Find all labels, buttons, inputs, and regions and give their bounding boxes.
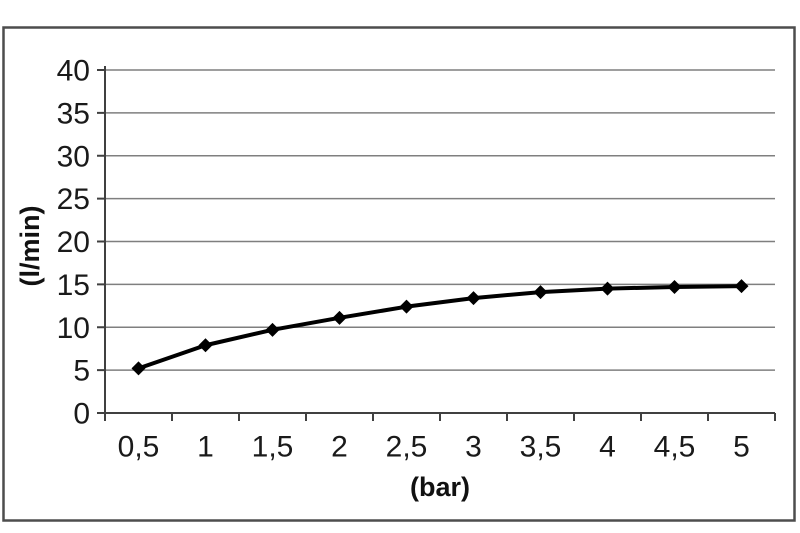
x-tick-label: 1,5 <box>252 431 294 464</box>
y-tick-label: 35 <box>57 97 90 130</box>
x-tick-label: 1 <box>197 431 214 464</box>
x-axis-title: (bar) <box>410 472 470 502</box>
y-tick-labels: 0 5 10 15 20 25 30 35 40 <box>57 55 90 431</box>
x-tick-label: 3 <box>465 431 482 464</box>
x-tick-label: 3,5 <box>520 431 562 464</box>
data-point-marker <box>399 299 414 314</box>
data-point-marker <box>332 310 347 325</box>
y-tick-label: 30 <box>57 140 90 173</box>
outer-frame <box>2 26 796 522</box>
data-point-marker <box>131 361 146 376</box>
x-tick-label: 2,5 <box>386 431 428 464</box>
gridlines <box>105 69 775 371</box>
data-point-marker <box>466 291 481 306</box>
y-tick-label: 10 <box>57 312 90 345</box>
y-tick-label: 5 <box>73 355 90 388</box>
x-tick-label: 4 <box>599 431 616 464</box>
data-point-marker <box>533 285 548 300</box>
data-point-marker <box>600 281 615 296</box>
x-tick-label: 0,5 <box>118 431 160 464</box>
axes <box>97 66 776 421</box>
x-tick-label: 5 <box>733 431 750 464</box>
y-tick-label: 25 <box>57 183 90 216</box>
data-point-marker <box>265 322 280 337</box>
y-tick-label: 15 <box>57 269 90 302</box>
data-point-marker <box>734 279 749 294</box>
data-point-marker <box>667 279 682 294</box>
y-tick-label: 0 <box>73 398 90 431</box>
x-tick-label: 4,5 <box>654 431 696 464</box>
x-tick-label: 2 <box>331 431 348 464</box>
series-markers <box>131 279 749 376</box>
y-axis-title: (l/min) <box>15 205 45 287</box>
data-point-marker <box>198 338 213 353</box>
x-tick-labels: 0,5 1 1,5 2 2,5 3 3,5 4 4,5 5 <box>118 431 750 464</box>
series-line <box>137 284 742 371</box>
y-tick-label: 20 <box>57 226 90 259</box>
y-tick-label: 40 <box>57 55 90 88</box>
